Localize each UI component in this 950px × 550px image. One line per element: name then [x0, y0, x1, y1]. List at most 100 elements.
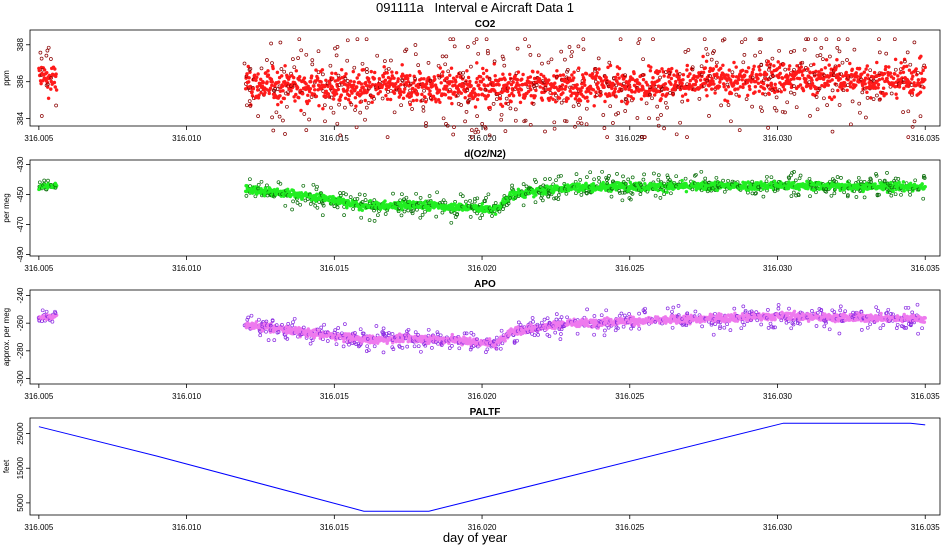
data-point-co2	[688, 72, 692, 76]
data-point-co2	[868, 68, 873, 73]
data-point-co2	[418, 71, 422, 75]
data-point-co2	[515, 46, 520, 51]
data-point-co2	[406, 92, 411, 96]
data-point-co2	[345, 79, 350, 83]
data-point-co2	[732, 60, 736, 65]
data-point-co2	[884, 51, 889, 56]
data-point-co2	[756, 81, 761, 86]
data-point-co2	[277, 114, 282, 119]
data-point-co2	[271, 128, 276, 133]
data-point-co2	[270, 61, 274, 65]
data-point-co2	[662, 74, 666, 78]
data-point-co2	[576, 120, 580, 125]
data-point-apo	[257, 317, 261, 322]
data-point-co2	[709, 57, 714, 62]
data-point-o2n2	[913, 178, 918, 183]
data-point-apo	[341, 344, 346, 349]
data-point-o2n2	[391, 191, 395, 196]
data-point-co2	[245, 72, 249, 76]
data-point-co2	[669, 82, 673, 86]
data-point-apo	[264, 329, 268, 334]
data-point-co2	[729, 119, 733, 124]
data-point-co2	[363, 80, 368, 85]
data-point-co2	[279, 100, 284, 104]
data-point-co2	[463, 119, 467, 124]
data-point-co2	[660, 67, 664, 71]
data-point-co2	[439, 81, 443, 85]
data-point-o2n2	[617, 189, 622, 193]
data-point-co2	[315, 76, 320, 80]
data-point-co2	[474, 37, 479, 42]
data-point-co2	[472, 87, 476, 91]
data-point-co2	[875, 60, 879, 65]
data-point-co2	[718, 66, 723, 71]
data-point-o2n2	[798, 173, 803, 178]
data-point-co2	[270, 83, 274, 88]
data-point-co2	[307, 99, 311, 103]
data-point-co2	[309, 74, 314, 78]
data-point-co2	[780, 76, 785, 81]
data-point-o2n2	[383, 199, 387, 203]
data-point-co2	[546, 60, 551, 65]
data-point-co2	[825, 103, 829, 107]
data-point-apo	[381, 326, 386, 331]
data-point-co2	[635, 116, 640, 120]
data-point-co2	[616, 72, 620, 77]
y-axis-label-apo: approx. per meg	[2, 308, 11, 366]
data-point-co2	[286, 90, 290, 95]
data-point-co2	[323, 95, 328, 99]
data-point-o2n2	[480, 213, 485, 217]
data-point-o2n2	[418, 215, 423, 220]
data-point-co2	[436, 63, 441, 68]
data-point-co2	[246, 64, 251, 69]
data-point-co2	[849, 122, 853, 127]
data-point-co2	[575, 83, 579, 87]
data-point-apo	[272, 338, 277, 342]
data-point-co2	[352, 80, 356, 84]
data-point-co2	[584, 106, 589, 111]
data-point-co2	[266, 73, 271, 77]
data-point-co2	[345, 58, 350, 63]
data-point-co2	[361, 67, 366, 72]
data-point-co2	[452, 44, 457, 49]
data-point-co2	[408, 102, 413, 107]
data-point-co2	[465, 88, 470, 92]
data-point-co2	[392, 76, 396, 80]
data-point-co2	[824, 37, 829, 42]
data-point-co2	[350, 91, 354, 95]
data-point-o2n2	[335, 205, 340, 210]
data-point-co2	[613, 87, 618, 91]
data-point-co2	[454, 80, 458, 84]
data-point-co2	[577, 103, 581, 107]
data-point-co2	[248, 67, 253, 71]
data-point-co2	[389, 77, 393, 81]
data-point-co2	[655, 116, 660, 121]
data-point-co2	[618, 37, 623, 42]
data-point-co2	[753, 84, 758, 89]
data-point-co2	[595, 70, 599, 75]
data-point-co2	[598, 90, 603, 94]
x-tick-label-co2: 316.025	[615, 134, 644, 143]
data-point-co2	[815, 53, 820, 58]
data-point-co2	[54, 103, 58, 108]
data-point-co2	[619, 88, 624, 92]
data-point-co2	[558, 73, 563, 78]
data-point-apo	[334, 342, 339, 347]
y-tick-label-co2: 386	[16, 74, 25, 88]
data-point-co2	[770, 56, 775, 61]
data-point-co2	[484, 37, 489, 42]
data-point-o2n2	[791, 190, 796, 195]
data-point-co2	[737, 94, 741, 98]
data-point-co2	[625, 100, 630, 104]
data-point-co2	[437, 75, 442, 80]
data-point-co2	[659, 97, 663, 101]
data-point-co2	[670, 66, 674, 71]
data-point-co2	[548, 87, 552, 92]
data-point-co2	[715, 72, 719, 76]
data-point-co2	[579, 88, 583, 93]
data-point-co2	[906, 135, 911, 139]
data-point-co2	[606, 65, 610, 70]
data-point-co2	[46, 96, 51, 101]
data-point-co2	[800, 73, 805, 77]
data-point-co2	[849, 80, 853, 84]
